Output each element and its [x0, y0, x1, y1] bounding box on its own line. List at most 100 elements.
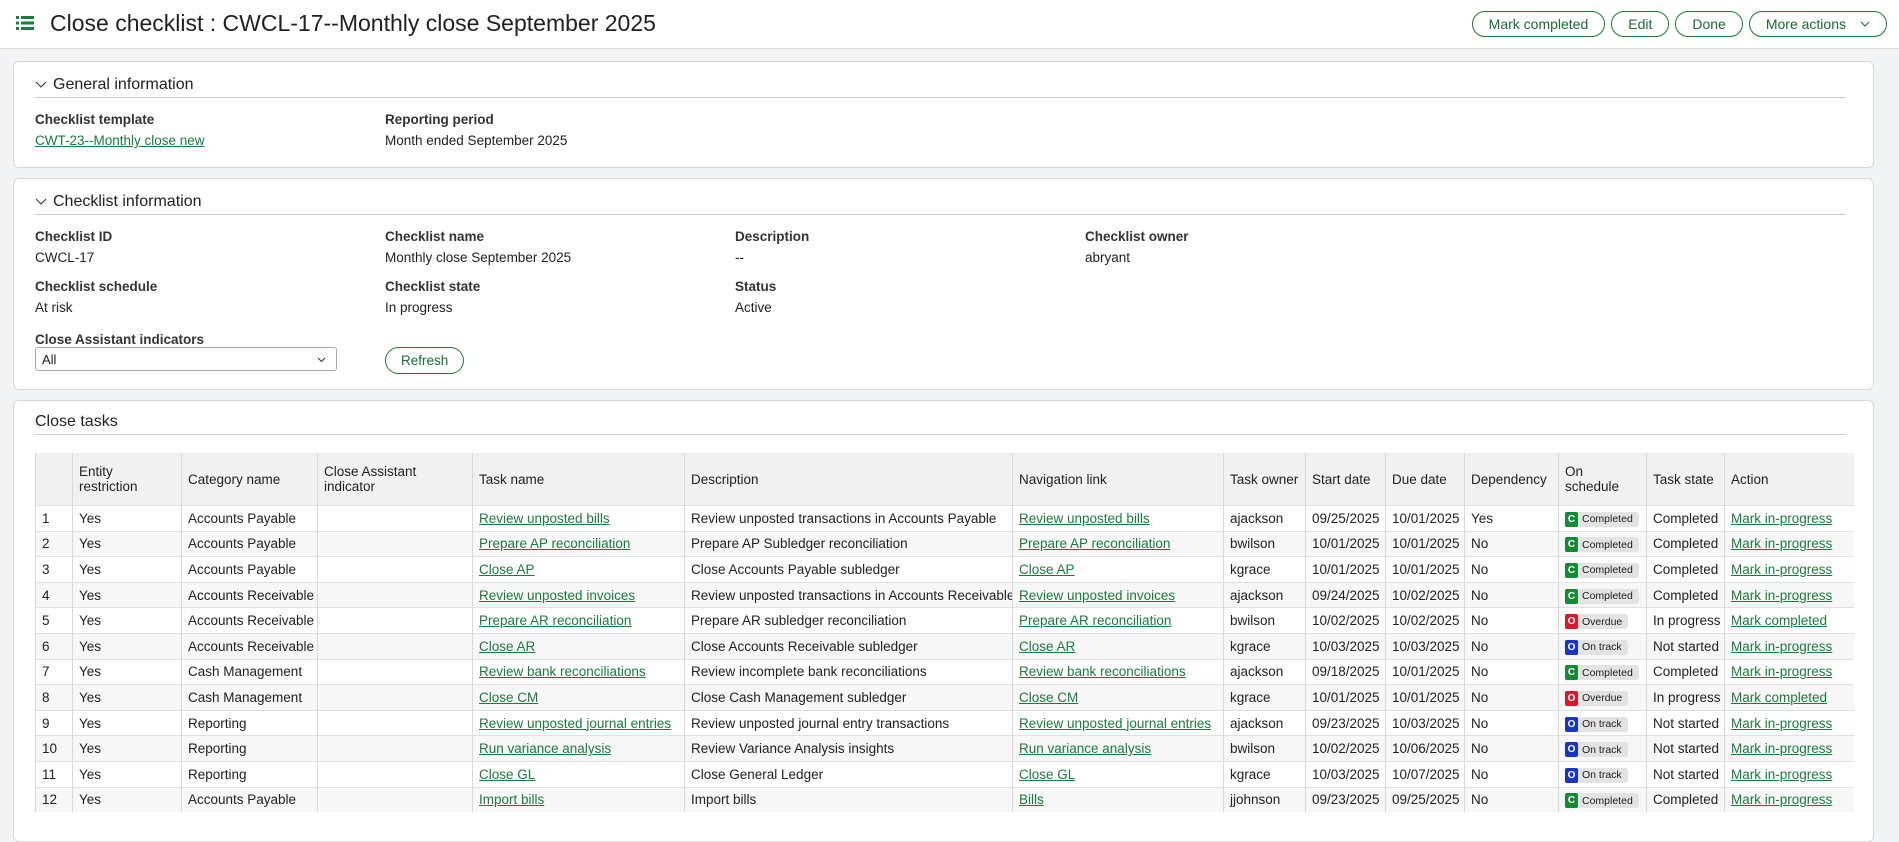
link[interactable]: Review unposted invoices: [1019, 587, 1176, 603]
link[interactable]: Review bank reconciliations: [1019, 664, 1186, 680]
link[interactable]: Mark in-progress: [1731, 561, 1833, 577]
link[interactable]: Review unposted journal entries: [1019, 715, 1212, 731]
link[interactable]: Run variance analysis: [1019, 741, 1152, 757]
cell: Review incomplete bank reconciliations: [684, 658, 1013, 685]
link[interactable]: Prepare AP reconciliation: [479, 536, 631, 552]
cell: No: [1464, 709, 1559, 736]
cell: No: [1464, 581, 1559, 608]
table-row: 2 Yes Accounts Payable Prepare AP reconcili…: [35, 530, 1854, 557]
link[interactable]: Close GL: [479, 766, 536, 782]
badge-label: Completed: [1582, 564, 1633, 577]
field: Close Assistant indicators: [35, 332, 375, 347]
field-label: Reporting period: [385, 112, 494, 127]
cell: 10/03/2025: [1385, 709, 1465, 736]
link[interactable]: Review unposted journal entries: [479, 715, 672, 731]
cell: ajackson: [1223, 658, 1306, 685]
field: Checklist schedule At risk: [35, 279, 375, 315]
link[interactable]: Mark in-progress: [1731, 715, 1833, 731]
link[interactable]: Review bank reconciliations: [479, 664, 646, 680]
cell: Completed: [1646, 505, 1725, 532]
button[interactable]: Mark completed: [1471, 11, 1606, 37]
link[interactable]: Prepare AP reconciliation: [1019, 536, 1171, 552]
cell: [317, 709, 473, 736]
cell: Review unposted invoices: [472, 581, 685, 608]
header-cell: Task owner: [1223, 453, 1306, 506]
link[interactable]: Bills: [1019, 792, 1044, 808]
cell: 10: [35, 735, 73, 762]
cell: Yes: [72, 760, 182, 788]
link[interactable]: CWT-23--Monthly close new: [35, 133, 205, 148]
link[interactable]: Close CM: [479, 689, 539, 705]
link[interactable]: Close AP: [479, 561, 535, 577]
link[interactable]: Review unposted invoices: [479, 587, 636, 603]
badge-label: Completed: [1582, 666, 1633, 679]
link[interactable]: Close AR: [479, 638, 536, 654]
cell: Run variance analysis: [1012, 735, 1224, 762]
cell: [317, 760, 473, 788]
cell: O On track: [1558, 760, 1647, 788]
header-cell: On schedule: [1558, 453, 1647, 506]
refresh-button[interactable]: Refresh: [385, 347, 465, 374]
cell: kgrace: [1223, 632, 1306, 660]
link[interactable]: Mark completed: [1731, 613, 1828, 629]
cell: Mark in-progress: [1724, 760, 1854, 788]
cell: 09/25/2025: [1385, 786, 1465, 813]
cell: Not started: [1646, 735, 1725, 762]
table-row: 1 Yes Accounts Payable Review unposted bill…: [35, 505, 1854, 532]
button[interactable]: Done: [1675, 11, 1743, 37]
link[interactable]: Mark in-progress: [1731, 766, 1833, 782]
link[interactable]: Mark in-progress: [1731, 536, 1833, 552]
cell: [317, 607, 473, 634]
select[interactable]: All: [35, 347, 337, 371]
field: Checklist owner abryant: [1085, 229, 1425, 265]
section-title[interactable]: Checklist information: [35, 193, 1846, 215]
cell: ajackson: [1223, 709, 1306, 736]
cell: Review Variance Analysis insights: [684, 735, 1013, 762]
table-row: 4 Yes Accounts Receivable Review unposted i…: [35, 581, 1854, 608]
link[interactable]: Mark in-progress: [1731, 587, 1833, 603]
cell: No: [1464, 607, 1559, 634]
link[interactable]: Mark completed: [1731, 689, 1828, 705]
button[interactable]: More actions: [1748, 11, 1887, 37]
checklist-panel: Checklist information Close Assistant in…: [13, 178, 1874, 390]
badge-code: O: [1565, 639, 1578, 655]
cell: O On track: [1558, 709, 1647, 736]
link[interactable]: Import bills: [479, 792, 545, 808]
cell: Yes: [72, 786, 182, 813]
cell: bwilson: [1223, 607, 1306, 634]
link[interactable]: Review unposted bills: [1019, 510, 1150, 526]
badge-label: Completed: [1582, 794, 1633, 807]
badge-label: On track: [1582, 641, 1622, 654]
section-title[interactable]: General information: [35, 76, 1846, 98]
link[interactable]: Mark in-progress: [1731, 638, 1833, 654]
cell: Review unposted transactions in Accounts…: [684, 505, 1013, 532]
link[interactable]: Close AP: [1019, 561, 1075, 577]
link[interactable]: Mark in-progress: [1731, 664, 1833, 680]
link[interactable]: Close AR: [1019, 638, 1076, 654]
table-row: 8 Yes Cash Management Close CM Close Cash Ma…: [35, 684, 1854, 711]
cell: Close Accounts Receivable subledger: [684, 632, 1013, 660]
cell: O Overdue: [1558, 607, 1647, 634]
badge-code: O: [1565, 614, 1578, 630]
field-value: CWCL-17: [35, 250, 95, 265]
cell: Completed: [1646, 786, 1725, 813]
link[interactable]: Run variance analysis: [479, 741, 612, 757]
link[interactable]: Prepare AR reconciliation: [479, 613, 632, 629]
cell: Mark in-progress: [1724, 658, 1854, 685]
cell: [317, 658, 473, 685]
cell: Review unposted journal entries: [472, 709, 685, 736]
link[interactable]: Close CM: [1019, 689, 1079, 705]
field-label: Status: [735, 279, 777, 294]
link[interactable]: Mark in-progress: [1731, 792, 1833, 808]
cell: Close AR: [1012, 632, 1224, 660]
link[interactable]: Mark in-progress: [1731, 741, 1833, 757]
field-label: Checklist owner: [1085, 229, 1189, 244]
link[interactable]: Prepare AR reconciliation: [1019, 613, 1172, 629]
section-title-text: Checklist information: [53, 193, 202, 210]
link[interactable]: Mark in-progress: [1731, 510, 1833, 526]
link[interactable]: Review unposted bills: [479, 510, 610, 526]
button[interactable]: Edit: [1611, 11, 1670, 37]
menu-icon[interactable]: [16, 15, 34, 31]
link[interactable]: Close GL: [1019, 766, 1076, 782]
